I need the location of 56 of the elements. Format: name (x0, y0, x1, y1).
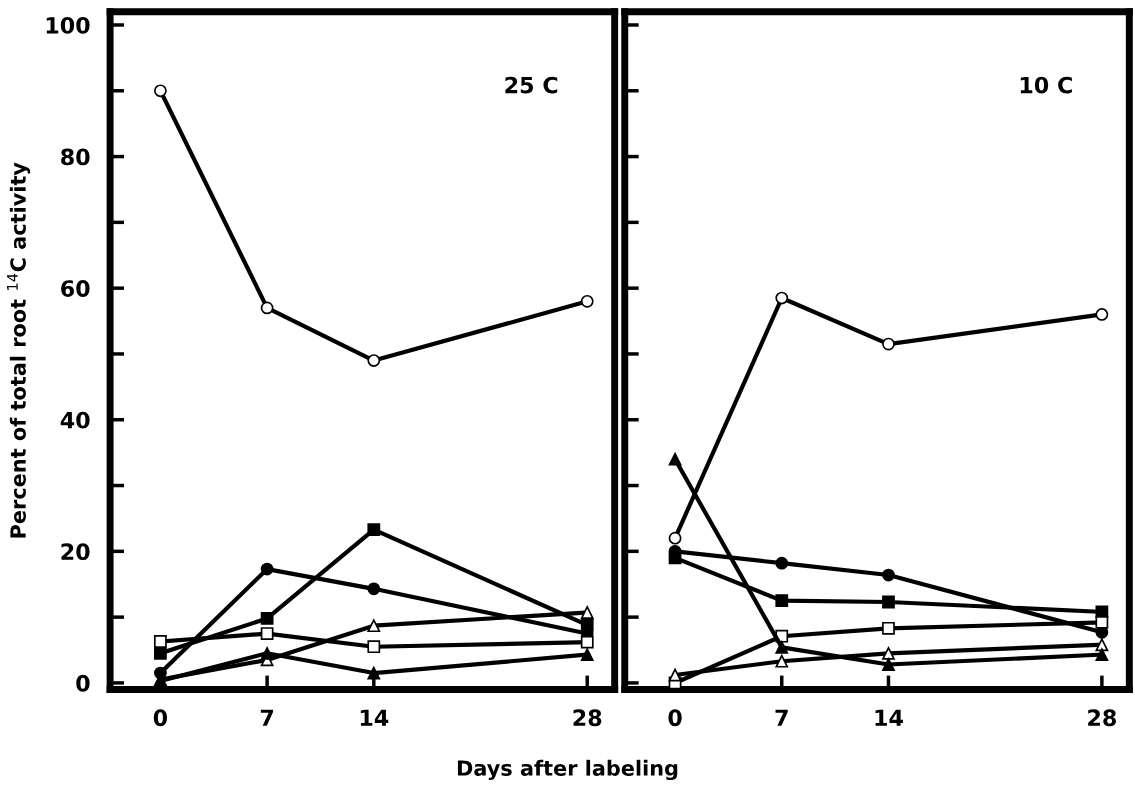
point (775, 594, 789, 608)
point (1095, 308, 1109, 321)
point (367, 619, 381, 633)
point (580, 606, 594, 619)
x-tick-label: 14 (360, 709, 389, 726)
point (882, 337, 895, 351)
y-tick-label: 20 (61, 543, 90, 561)
point (260, 301, 274, 315)
point (367, 582, 381, 596)
y-tick-label: 0 (76, 674, 90, 692)
point (668, 551, 682, 565)
point (367, 354, 381, 367)
x-tick-label: 7 (775, 709, 788, 726)
point (775, 556, 789, 570)
y-tick-label: 100 (46, 16, 90, 34)
y-axis-title: Percent of total root $^{14}$C activity (7, 162, 31, 538)
x-tick-label: 0 (153, 709, 168, 727)
point (882, 621, 895, 635)
point (882, 658, 895, 671)
point (367, 523, 381, 537)
point (260, 627, 274, 640)
point (775, 641, 789, 654)
x-tick-label: 7 (260, 709, 274, 726)
point (1095, 648, 1109, 662)
point (367, 666, 381, 680)
point (260, 646, 274, 660)
y-tick-label: 80 (61, 148, 90, 166)
point (668, 531, 682, 545)
point (580, 635, 594, 649)
annotation: 25 C (505, 76, 558, 94)
point (882, 568, 895, 582)
point (882, 646, 895, 660)
point (1095, 638, 1109, 652)
point (367, 640, 381, 654)
annotation: 10 C (1020, 76, 1072, 94)
point (260, 612, 274, 625)
x-axis-title: Days after labeling (457, 759, 678, 781)
point (1095, 615, 1109, 629)
point (154, 646, 167, 660)
point (882, 595, 895, 609)
point (580, 618, 594, 632)
x-tick-label: 14 (875, 709, 903, 726)
y-tick-label: 40 (60, 411, 90, 429)
point (668, 452, 682, 466)
point (668, 668, 682, 682)
point (775, 654, 789, 668)
x-tick-label: 28 (1088, 709, 1116, 727)
point (580, 294, 594, 308)
x-tick-label: 28 (573, 709, 602, 727)
point (580, 648, 594, 662)
point (775, 291, 789, 305)
y-tick-label: 60 (61, 280, 90, 297)
point (154, 635, 167, 648)
point (260, 562, 274, 576)
x-tick-label: 0 (668, 709, 682, 727)
point (154, 84, 167, 98)
